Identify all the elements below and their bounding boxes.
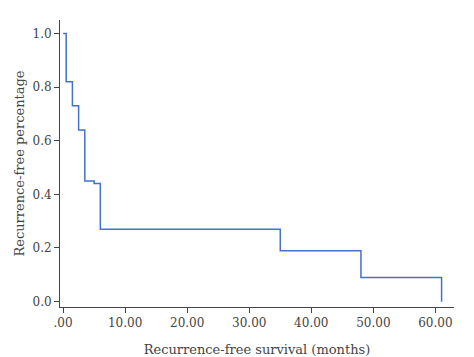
svg-text:0.6: 0.6 — [33, 134, 52, 148]
svg-text:60.00: 60.00 — [418, 316, 452, 330]
svg-text:0.0: 0.0 — [33, 295, 52, 309]
svg-text:50.00: 50.00 — [356, 316, 390, 330]
svg-text:0.4: 0.4 — [33, 188, 52, 202]
svg-text:Recurrence-free survival (mont: Recurrence-free survival (months) — [144, 342, 371, 357]
svg-text:0.2: 0.2 — [33, 241, 52, 255]
svg-text:30.00: 30.00 — [232, 316, 266, 330]
svg-text:20.00: 20.00 — [170, 316, 204, 330]
svg-text:1.0: 1.0 — [33, 27, 52, 41]
svg-text:40.00: 40.00 — [294, 316, 328, 330]
svg-text:.00: .00 — [54, 316, 73, 330]
svg-text:10.00: 10.00 — [108, 316, 142, 330]
svg-text:Recurrence-free percentage: Recurrence-free percentage — [12, 70, 27, 256]
svg-text:0.8: 0.8 — [33, 80, 52, 94]
